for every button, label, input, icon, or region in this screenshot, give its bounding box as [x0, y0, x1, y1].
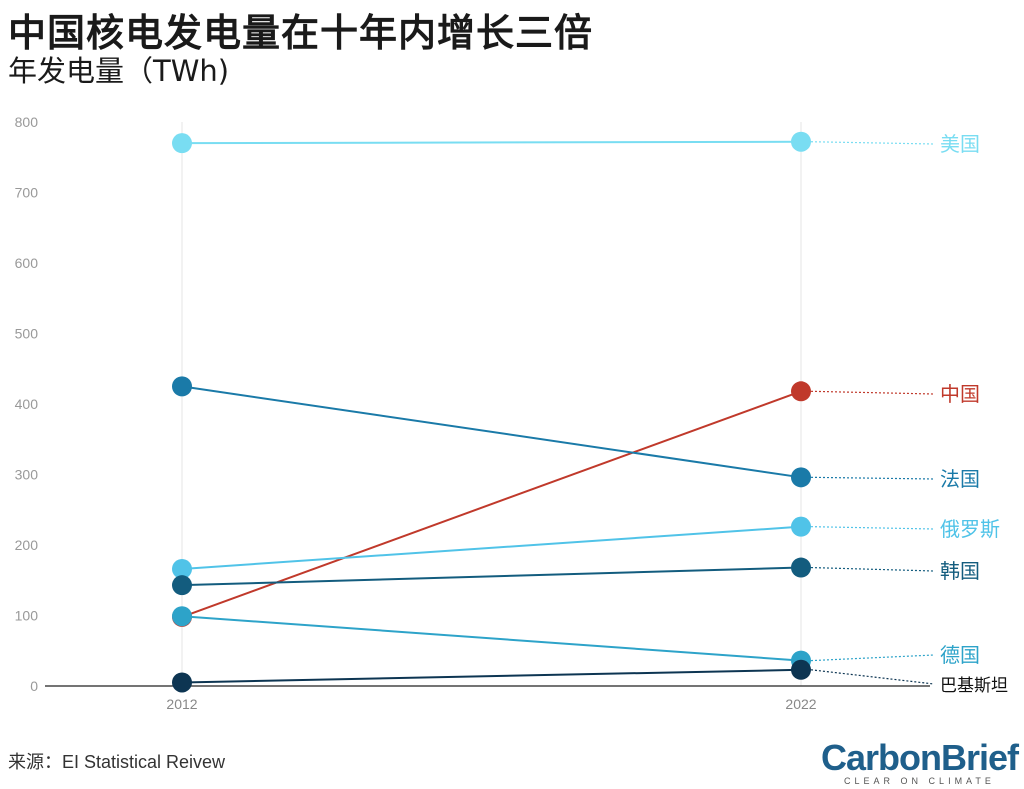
chart-subtitle: 年发电量（TWh) [8, 54, 230, 88]
data-point-usa-2012 [172, 133, 192, 154]
leader-line-germany [810, 654, 935, 662]
series-line-russia [181, 525, 802, 570]
x-tick-label: 2012 [166, 696, 197, 712]
series-china: 中国 [172, 381, 980, 627]
series-russia: 俄罗斯 [172, 516, 1000, 579]
data-point-france-2022 [791, 467, 811, 488]
y-tick-label: 200 [15, 537, 39, 553]
data-point-france-2012 [172, 376, 192, 397]
leader-line-china [810, 390, 935, 395]
series-label-france: 法国 [940, 467, 980, 491]
series-line-korea [181, 566, 802, 587]
y-tick-label: 700 [15, 185, 39, 201]
logo-tagline: CLEAR ON CLIMATE [844, 776, 995, 786]
series-line-france [181, 385, 802, 479]
leader-line-france [810, 476, 935, 480]
data-point-korea-2012 [172, 575, 192, 596]
x-tick-label: 2022 [785, 696, 816, 712]
data-point-russia-2012 [172, 558, 192, 579]
chart-title: 中国核电发电量在十年内增长三倍 [8, 11, 594, 55]
leader-line-korea [810, 566, 935, 572]
y-tick-label: 600 [15, 255, 39, 271]
series-usa: 美国 [172, 131, 980, 156]
series-label-pakistan: 巴基斯坦 [940, 676, 1008, 696]
series-pakistan: 巴基斯坦 [172, 659, 1008, 696]
series-label-russia: 俄罗斯 [940, 517, 1000, 541]
leader-line-pakistan [810, 669, 935, 685]
source-note: 来源：EI Statistical Reivew [8, 752, 226, 772]
y-tick-label: 100 [15, 608, 39, 624]
logo-text: CarbonBrief [820, 737, 1019, 778]
y-tick-label: 500 [15, 326, 39, 342]
series-korea: 韩国 [172, 557, 980, 596]
data-point-germany-2012 [172, 606, 192, 627]
y-tick-label: 300 [15, 467, 39, 483]
series-france: 法国 [172, 376, 980, 491]
data-point-usa-2022 [791, 131, 811, 152]
series-line-germany [181, 615, 802, 662]
series-label-germany: 德国 [940, 643, 980, 667]
data-point-korea-2022 [791, 557, 811, 578]
carbonbrief-logo: CarbonBrief CLEAR ON CLIMATE [820, 737, 1019, 787]
series-line-pakistan [181, 668, 802, 684]
y-tick-label: 800 [15, 114, 39, 130]
y-tick-label: 400 [15, 396, 39, 412]
series-line-china [181, 390, 802, 618]
leader-line-usa [810, 141, 935, 145]
series-label-korea: 韩国 [940, 559, 980, 583]
data-point-pakistan-2022 [791, 659, 811, 680]
y-tick-label: 0 [30, 678, 38, 694]
series-label-usa: 美国 [940, 132, 980, 156]
leader-line-russia [810, 526, 935, 530]
data-point-pakistan-2012 [172, 672, 192, 693]
series-germany: 德国 [172, 606, 980, 671]
data-point-china-2022 [791, 381, 811, 402]
data-point-russia-2022 [791, 516, 811, 537]
series-line-usa [181, 140, 802, 145]
series-label-china: 中国 [940, 382, 980, 406]
